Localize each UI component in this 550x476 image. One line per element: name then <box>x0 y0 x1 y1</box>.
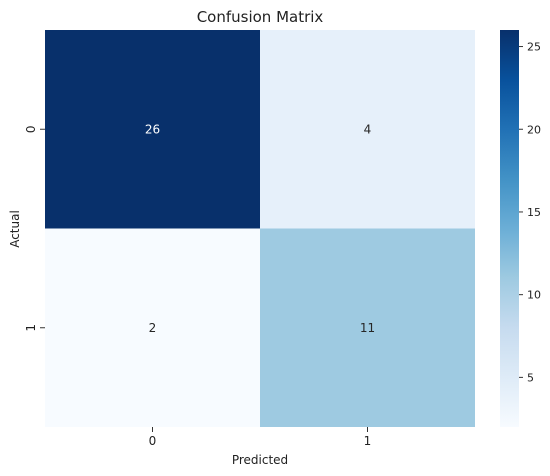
chart-title: Confusion Matrix <box>197 8 324 26</box>
colorbar-tick-label-0: 5 <box>527 371 534 384</box>
y-axis-ticks: 01 <box>24 125 45 332</box>
heatmap-cell-1-0 <box>45 228 260 427</box>
cell-label-0-1: 4 <box>364 122 372 136</box>
heatmap-cells <box>45 30 475 427</box>
cell-label-1-1: 11 <box>360 321 375 335</box>
colorbar <box>500 30 519 427</box>
colorbar-tick-label-3: 20 <box>527 123 541 136</box>
cell-label-1-0: 2 <box>149 321 157 335</box>
heatmap-cell-1-1 <box>260 228 475 427</box>
y-axis-label: Actual <box>8 210 22 248</box>
x-tick-label-0: 0 <box>149 434 157 448</box>
colorbar-tick-label-2: 15 <box>527 206 541 219</box>
y-tick-label-1: 1 <box>24 324 38 332</box>
heatmap-cell-0-0 <box>45 30 260 229</box>
heatmap-cell-0-1 <box>260 30 475 229</box>
x-tick-label-1: 1 <box>364 434 372 448</box>
x-axis-label: Predicted <box>232 453 288 467</box>
colorbar-ticks: 5 10 15 20 25 <box>519 41 541 384</box>
cell-label-0-0: 26 <box>145 122 160 136</box>
colorbar-tick-label-4: 25 <box>527 41 541 54</box>
y-tick-label-0: 0 <box>24 125 38 133</box>
colorbar-tick-label-1: 10 <box>527 289 541 302</box>
heatmap-cell-labels: 26 4 2 11 <box>145 122 375 335</box>
